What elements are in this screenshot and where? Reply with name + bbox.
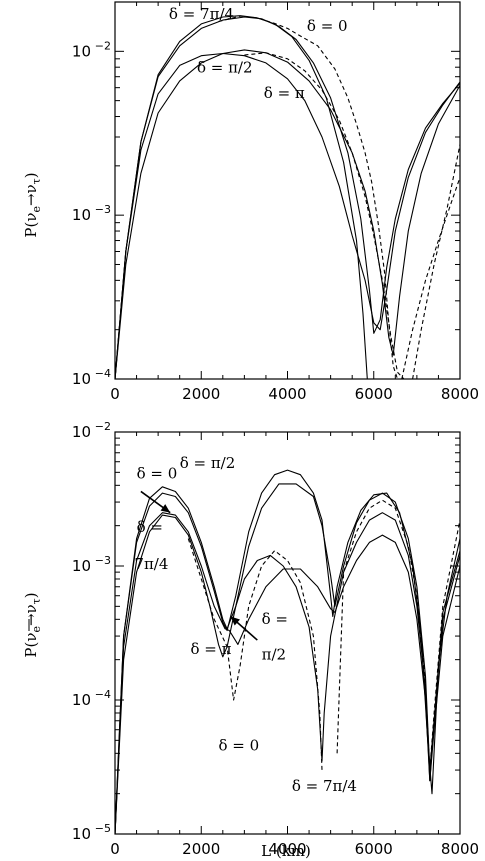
delta-annotation: δ = 0 [219,736,260,754]
x-tick-label: 0 [110,840,120,858]
x-tick-label: 2000 [182,840,220,858]
series-line-2 [115,16,460,379]
series-line-2 [115,483,460,834]
series-line-4 [115,512,460,834]
y-tick-label: 10 −3 [72,554,111,575]
delta-annotation: δ = π [190,640,231,658]
delta-annotation: 7π/4 [134,555,168,573]
delta-annotation: δ = [262,610,288,628]
y-tick-label: 10 −4 [72,688,111,709]
series-line-7 [401,177,460,379]
delta-annotation: δ = 7π/4 [292,777,357,795]
series-line-5 [218,15,399,379]
delta-annotation: δ = π/2 [197,59,253,77]
x-tick-label: 6000 [355,840,393,858]
x-tick-label: 8000 [441,385,479,403]
delta-annotation: δ = 0 [307,17,348,35]
svg-text:P(νe→ντ): P(νe→ντ) [22,592,43,657]
annotation-arrow-head [160,504,171,513]
chart-panel-bottom: P(νe→ντ) L (km) 0 2000 4000 6000 8000 10 −2 10−… [22,420,479,860]
plot-frame [114,431,461,835]
delta-annotation: δ = 7π/4 [169,5,234,23]
delta-annotation: δ = 0 [137,464,178,482]
x-tick-label: 4000 [268,840,306,858]
annotation-arrow-head [230,616,240,626]
series-group [115,15,460,379]
series-line-3 [115,512,460,834]
x-tick-label: 2000 [182,385,220,403]
delta-annotation: δ = [137,518,163,536]
chart-panel-top: P(νe→ντ) 0 2000 4000 6000 8000 10−2 10−3 10 −4 δ … [22,1,479,403]
x-tick-label: 8000 [441,840,479,858]
svg-text:P(νe→ντ): P(νe→ντ) [22,172,43,237]
y-tick-label: 10 −2 [72,420,111,441]
series-line-3 [115,52,460,379]
y-tick-label: 10 −4 [72,367,111,388]
y-tick-label: 10 −5 [72,822,111,843]
delta-annotation: π/2 [262,646,286,664]
y-axis-title-bottom: P(νe→ντ) [22,592,43,657]
series-line-6 [244,52,405,379]
series-line-1 [115,469,460,834]
x-axis-title: L (km) [261,842,311,860]
series-line-4 [115,49,460,379]
series-line-5 [187,538,323,771]
delta-annotation: δ = π [264,84,305,102]
x-tick-label: 6000 [355,385,393,403]
y-axis-title-top: P(νe→ντ) [22,172,43,237]
y-tick-label: 10 −3 [72,203,111,224]
series-line-6 [336,499,460,771]
x-tick-label: 0 [110,385,120,403]
series-group [115,469,460,834]
x-tick-label: 4000 [268,385,306,403]
y-tick-label: 10 −2 [72,39,111,60]
delta-annotation: δ = π/2 [180,454,236,472]
